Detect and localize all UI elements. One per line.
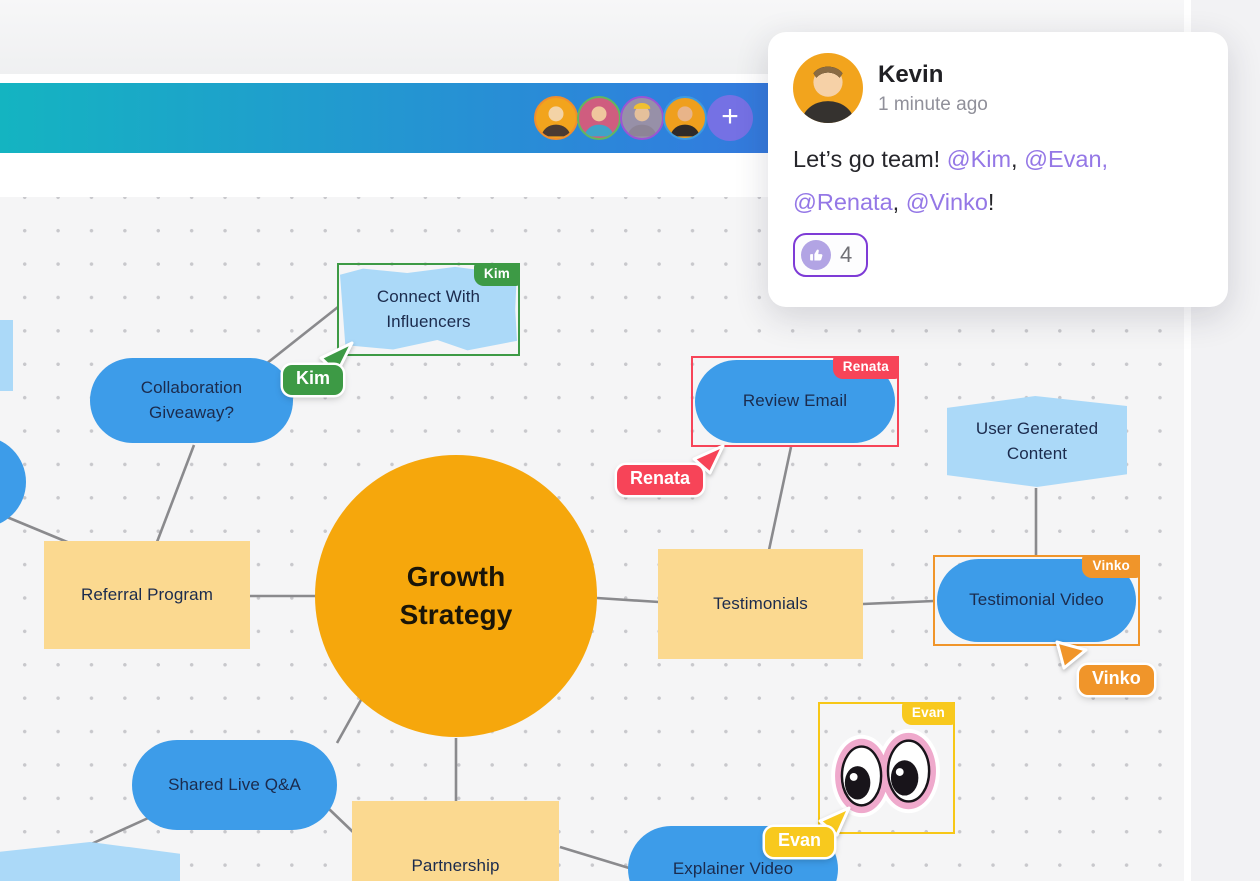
node-collaboration-giveaway[interactable]: Collaboration Giveaway? [90,358,293,443]
node-testimonials[interactable]: Testimonials [658,549,863,659]
comment-card: Kevin 1 minute ago Let’s go team! @Kim, … [768,32,1228,307]
node-label: Testimonials [713,593,808,613]
selection-owner-badge: Kim [473,263,520,286]
selection-owner-badge: Vinko [1082,555,1140,578]
cursor-name-tag-renata: Renata [617,465,704,495]
reaction-button[interactable]: 4 [793,233,869,277]
node-growth-strategy[interactable]: Growth Strategy [315,455,597,737]
node-label: Referral Program [81,584,213,604]
cursor-name-tag-kim: Kim [283,365,344,395]
node-label: Shared Live Q&A [168,774,301,794]
node-label: Explainer Video [672,858,794,878]
comment-author: Kevin [878,60,944,88]
selection-owner-badge: Renata [832,356,899,379]
node-shared-live-qa[interactable]: Shared Live Q&A [132,740,337,830]
mention-link[interactable]: @Vinko [905,189,988,215]
message-text: , [892,189,906,215]
node-label: Collaboration Giveaway? [140,378,243,422]
presence-avatars: + [534,94,753,142]
partial-circle-shape[interactable] [0,436,26,528]
comment-meta: Kevin 1 minute ago [878,61,988,116]
comment-timestamp: 1 minute ago [878,93,988,115]
node-user-generated-content[interactable]: User Generated Content [947,396,1127,487]
collaborator-avatar[interactable] [663,96,707,140]
message-text: , [1011,146,1025,172]
comment-message: Let’s go team! @Kim, @Evan, @Renata, @Vi… [793,138,1213,224]
node-label: User Generated Content [975,419,1099,463]
selection-box-renata: Review Email Renata [691,356,899,447]
selection-owner-badge: Evan [901,702,955,725]
collaborator-avatar[interactable] [577,96,621,140]
kevin-avatar[interactable] [793,53,863,123]
message-text: Let’s go team! [793,146,947,172]
collaborator-avatar[interactable] [534,96,578,140]
node-label: Partnership [411,855,500,875]
collaborator-avatar[interactable] [620,96,664,140]
cursor-name-tag-evan: Evan [765,827,835,857]
node-partnership[interactable]: Partnership [352,801,559,881]
node-label: Growth Strategy [399,561,513,630]
partial-polygon-shape[interactable] [0,842,180,881]
mention-link[interactable]: @Evan, [1024,146,1109,172]
message-text: ! [987,189,995,215]
node-label: Review Email [742,391,848,411]
plus-icon: + [721,99,739,133]
node-label: Testimonial Video [969,590,1104,610]
reaction-count: 4 [840,242,853,267]
comment-header: Kevin 1 minute ago [793,53,1203,123]
mention-link[interactable]: @Renata [793,189,893,215]
thumbs-up-icon [801,240,831,270]
toolbar-gap [0,74,1184,83]
cursor-name-tag-vinko: Vinko [1079,665,1154,695]
mention-link[interactable]: @Kim [946,146,1012,172]
selection-box-evan: Evan [818,702,955,834]
eyes-sticker[interactable] [828,724,946,822]
partial-rect-shape[interactable] [0,320,13,391]
node-referral-program[interactable]: Referral Program [44,541,250,649]
add-collaborator-button[interactable]: + [707,95,753,141]
page-edge-divider [1184,0,1191,881]
selection-box-kim: Connect With Influencers Kim [337,263,520,356]
node-label: Connect With Influencers [376,287,481,331]
whiteboard-canvas[interactable]: Connect With Influencers Kim Collaborati… [0,197,1184,881]
selection-box-vinko: Testimonial Video Vinko [933,555,1140,646]
